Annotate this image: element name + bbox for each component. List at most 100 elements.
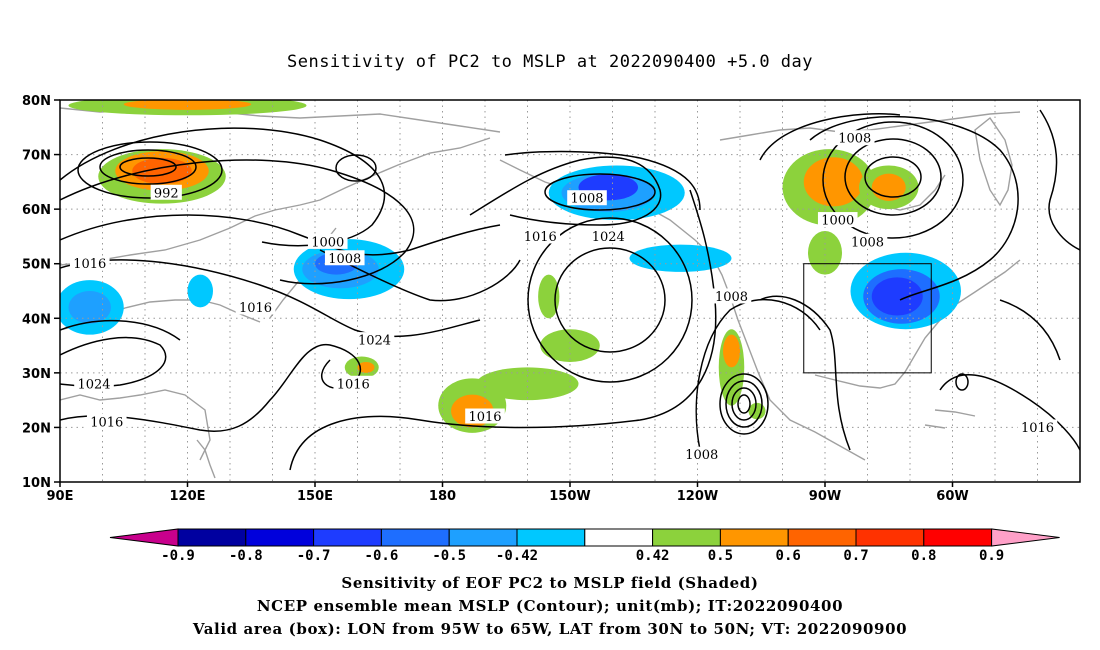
shaded-region [123, 100, 252, 110]
colorbar-segment [652, 528, 721, 547]
colorbar-low-extension [109, 528, 179, 547]
contour-label: 1016 [73, 257, 106, 272]
contour-line [527, 217, 693, 383]
contour-label: 1016 [337, 377, 370, 392]
contour-label-bg [150, 184, 182, 200]
colorbar-segment [516, 528, 586, 547]
gulf-coast [814, 371, 906, 389]
figure-title: Sensitivity of PC2 to MSLP at 2022090400… [287, 52, 813, 72]
colorbar-label: -0.6 [365, 548, 399, 564]
contour-label: 1024 [358, 334, 391, 349]
contour-label: 1008 [685, 448, 718, 463]
contour-label-bg [567, 190, 607, 206]
contour-labels: 992 1000 1008 1016 1016 1024 1016 1024 1016 1016 1… [69, 130, 1058, 463]
asia-east-coast [60, 137, 491, 266]
shaded-region [187, 274, 213, 308]
lat-tick-label: 40N [22, 312, 51, 327]
colorbar-label: 0.8 [911, 548, 936, 564]
contour-label-bg [354, 332, 395, 348]
colorbar-label: -0.5 [432, 548, 466, 564]
contour-line [822, 121, 964, 239]
colorbar-segment [923, 528, 993, 547]
colorbar-label: -0.9 [161, 548, 195, 564]
contour-line [469, 156, 662, 226]
colorbar-label: -0.42 [496, 548, 538, 564]
contour-label-bg [69, 255, 110, 271]
latitude-ticks: 80N 70N 60N 50N 40N 30N 20N 10N [22, 94, 60, 491]
contour-label: 1016 [524, 230, 557, 245]
contour-line [554, 247, 666, 353]
contour-label-bg [333, 375, 374, 391]
shaded-region [723, 334, 740, 368]
lon-tick-label: 90E [47, 489, 74, 504]
lon-tick-label: 60W [936, 489, 968, 504]
colorbar-label: 0.42 [636, 548, 670, 564]
colorbar-label: 0.7 [843, 548, 868, 564]
philippines-coast [196, 439, 216, 479]
contour-line [60, 319, 181, 341]
contour-line [60, 259, 481, 338]
shaded-region [803, 157, 864, 207]
shaded-region [132, 157, 192, 185]
valid-area-box [803, 263, 932, 374]
contour-label: 1008 [838, 132, 871, 147]
contour-label: 1008 [328, 252, 361, 267]
contour-line [844, 138, 942, 216]
contour-label: 1000 [821, 214, 854, 229]
shaded-region [538, 274, 560, 319]
contour-label-bg [324, 250, 365, 266]
colorbar-segment [245, 528, 315, 547]
colorbar-segment [787, 528, 857, 547]
contour-label-bg [847, 233, 888, 249]
contour-label: 1024 [77, 377, 110, 392]
contour-label-bg [465, 408, 505, 424]
colorbar-label: -0.8 [229, 548, 263, 564]
shaded-region [476, 367, 579, 401]
contour-label: 1016 [90, 415, 123, 430]
contour-label-bg [520, 228, 561, 244]
colorbar-segment [584, 528, 654, 547]
contour-label: 1024 [592, 230, 625, 245]
contour-line [544, 173, 656, 211]
colorbar: -0.9 -0.8 -0.7 -0.6 -0.5 -0.42 0.42 0.5 0.6 0.7 0.… [109, 528, 1060, 564]
lat-tick-label: 60N [22, 203, 51, 218]
contour-line [731, 387, 757, 421]
colorbar-label: 0.9 [979, 548, 1004, 564]
contour-label-bg [235, 299, 276, 315]
colorbar-label: 0.6 [776, 548, 801, 564]
contour-line [759, 113, 901, 161]
contour-line [737, 394, 751, 414]
contour-line [1039, 109, 1080, 251]
contour-label-bg [588, 228, 629, 244]
contour-line [864, 156, 922, 198]
contour-line [119, 157, 177, 177]
lat-tick-label: 80N [22, 94, 51, 109]
lat-tick-label: 70N [22, 149, 51, 164]
colorbar-segment [313, 528, 382, 547]
shaded-region [357, 361, 375, 373]
lon-tick-label: 120E [169, 489, 205, 504]
lat-tick-label: 20N [22, 421, 51, 436]
lon-tick-label: 180 [429, 489, 456, 504]
contour-line [725, 380, 763, 428]
shaded-region [68, 291, 111, 324]
contour-line [999, 299, 1061, 361]
lon-tick-label: 150E [297, 489, 333, 504]
contour-label-bg [74, 375, 114, 391]
lon-tick-label: 120W [677, 489, 718, 504]
shaded-region [540, 329, 600, 362]
map-area: 992 1000 1008 1016 1016 1024 1016 1024 1016 1016 1… [22, 94, 1081, 504]
contour-label: 992 [154, 186, 179, 201]
colorbar-high-extension [991, 528, 1060, 547]
contour-line [99, 149, 197, 185]
contour-line [335, 154, 377, 182]
colorbar-segment [380, 528, 450, 547]
colorbar-label: 0.5 [708, 548, 733, 564]
lon-tick-label: 90W [809, 489, 841, 504]
contour-label-bg [681, 446, 722, 462]
contour-label-bg [711, 288, 752, 304]
contour-label: 1016 [239, 301, 272, 316]
lat-tick-label: 10N [22, 476, 51, 491]
contour-line [955, 373, 969, 391]
